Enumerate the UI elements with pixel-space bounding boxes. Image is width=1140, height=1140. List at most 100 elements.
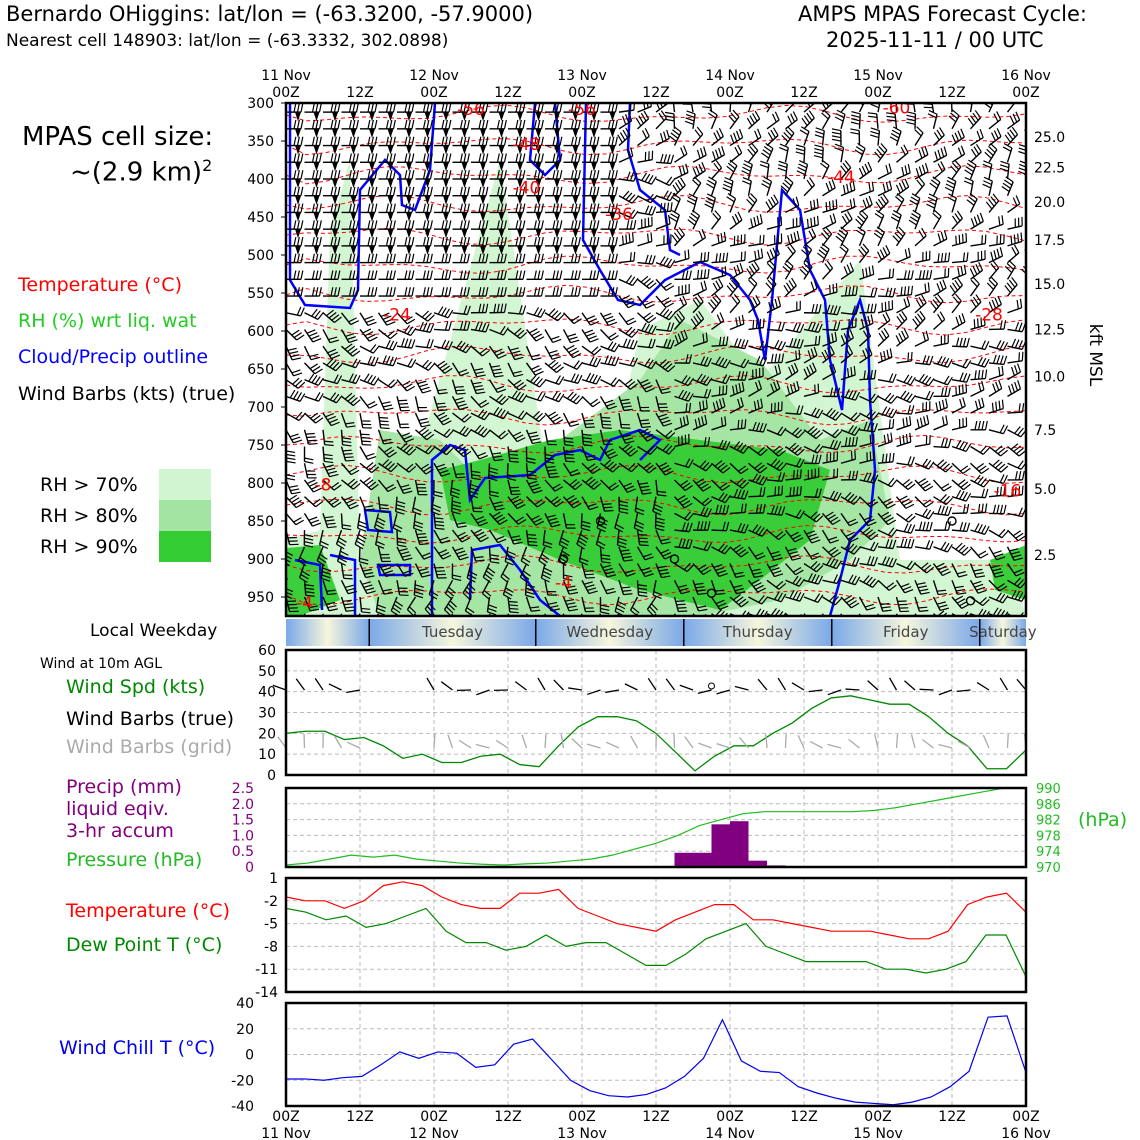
wind-barb	[785, 509, 805, 520]
barb-flag	[296, 186, 300, 196]
barb-flag	[799, 339, 804, 349]
barb-flag	[603, 506, 613, 509]
barb-flag	[543, 540, 553, 545]
barb-staff	[784, 182, 794, 197]
wind-barb	[840, 412, 861, 422]
barb-flag	[547, 469, 557, 472]
wind-barb	[304, 203, 322, 222]
barb-staff	[822, 340, 837, 347]
barb-staff	[414, 546, 425, 560]
barb-staff	[614, 513, 620, 529]
barb-flag	[401, 554, 411, 558]
barb-staff	[821, 130, 825, 146]
wind-barb	[378, 170, 396, 188]
barb-flag	[328, 496, 337, 503]
barb-flag	[614, 236, 618, 247]
barb-flag	[506, 550, 516, 556]
barb-flag	[481, 103, 485, 113]
barb-flag	[696, 126, 704, 135]
barb-staff	[840, 412, 855, 422]
barb-flag	[663, 131, 667, 141]
barb-flag	[678, 389, 684, 399]
barb-flag	[463, 305, 468, 315]
barb-flag	[516, 437, 526, 443]
wind-barb	[766, 485, 784, 498]
barb-pennant	[498, 179, 505, 188]
wind-barb	[785, 111, 798, 130]
barb-flag	[813, 444, 821, 452]
wind-barb	[704, 193, 716, 213]
wind-barb	[562, 462, 581, 477]
wind-barb	[563, 220, 581, 239]
barb-flag	[555, 287, 559, 297]
barb-flag	[538, 414, 546, 422]
barb-flag	[752, 319, 755, 329]
barb-flag	[655, 517, 665, 521]
barb-staff	[803, 392, 819, 398]
barb-flag	[596, 270, 600, 280]
barb-staff	[711, 529, 727, 532]
barb-flag	[701, 416, 705, 426]
barb-flag	[452, 574, 462, 578]
wind-barb	[692, 414, 708, 431]
wind-barb	[599, 412, 612, 429]
barb-flag	[674, 335, 679, 345]
barb-flag	[611, 270, 615, 280]
barb-flag	[370, 236, 374, 247]
wind-barb	[507, 512, 527, 525]
legend-rh: RH (%) wrt liq. wat	[18, 310, 197, 332]
barb-flag	[815, 127, 825, 132]
wind-barb	[470, 362, 486, 378]
barb-flag	[311, 308, 318, 317]
barb-flag	[752, 297, 758, 306]
barb-staff	[377, 563, 387, 577]
barb-flag	[295, 411, 303, 420]
barb-staff	[840, 445, 857, 448]
barb-flag	[717, 462, 726, 469]
barb-flag	[855, 470, 859, 480]
barb-flag	[444, 287, 448, 297]
barb-flag	[793, 382, 797, 392]
barb-flag	[589, 203, 593, 213]
wind-barb	[340, 462, 360, 476]
barb-flag	[607, 203, 611, 213]
wind-barb	[286, 362, 303, 377]
barb-flag	[630, 465, 639, 473]
wind-barb	[728, 109, 740, 130]
wind-barb	[434, 220, 452, 239]
wind-barb	[618, 294, 637, 309]
wind-barb	[390, 596, 404, 616]
barb-flag	[577, 253, 581, 263]
barb-flag	[668, 312, 676, 321]
barb-staff	[748, 256, 763, 264]
barb-flag	[787, 547, 797, 552]
barb-flag	[300, 236, 304, 247]
barb-flag	[394, 600, 404, 607]
barb-flag	[462, 427, 469, 436]
wind-barb	[652, 580, 663, 600]
barb-staff	[359, 496, 367, 511]
barb-flag	[419, 543, 429, 546]
barb-flag	[846, 264, 852, 274]
barb-flag	[841, 243, 849, 250]
wind-barb	[785, 322, 805, 334]
barb-flag	[666, 202, 670, 212]
barb-flag	[366, 590, 376, 595]
barb-staff	[784, 164, 788, 180]
barb-flag	[296, 119, 300, 129]
barb-flag	[716, 314, 722, 324]
barb-flag	[793, 232, 797, 242]
wind-barb	[766, 111, 780, 130]
barb-staff	[729, 613, 738, 616]
barb-flag	[777, 472, 782, 482]
barb-flag	[849, 199, 853, 209]
wind-barb	[413, 580, 424, 599]
barb-staff	[340, 462, 352, 476]
barb-pennant	[591, 112, 597, 122]
barb-staff	[444, 579, 454, 594]
barb-flag	[347, 478, 356, 486]
wind-barb	[803, 198, 819, 214]
barb-flag	[356, 540, 365, 547]
barb-staff	[430, 496, 435, 512]
legend-temperature: Temperature (°C)	[18, 274, 182, 296]
